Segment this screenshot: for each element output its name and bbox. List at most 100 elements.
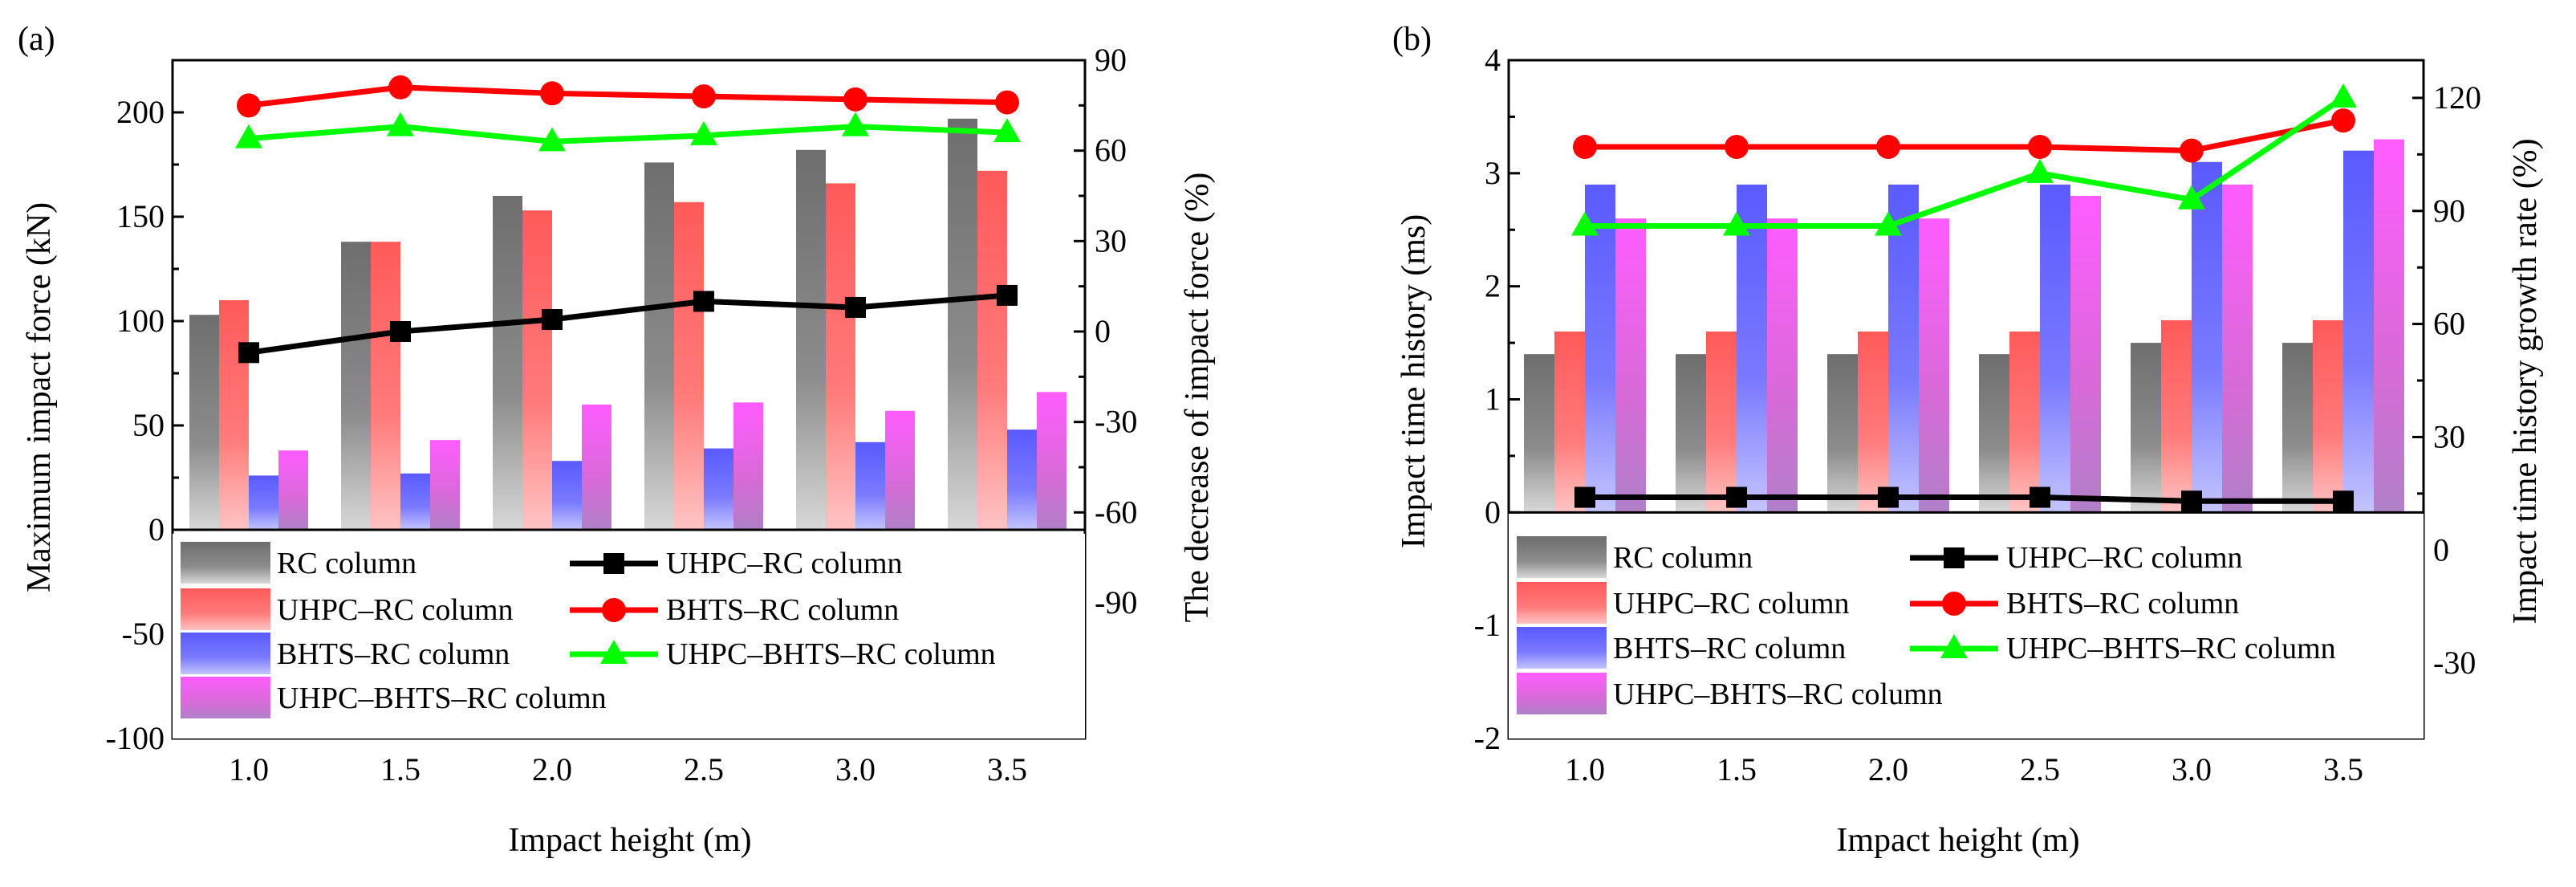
x-tick-label: 2.5 xyxy=(2020,751,2060,787)
legend-entry: UHPC–BHTS–RC column xyxy=(1910,632,2336,665)
legend-swatch xyxy=(181,542,270,584)
bar xyxy=(430,440,460,530)
y2-tick-label: 30 xyxy=(2433,418,2465,454)
legend-marker xyxy=(603,553,624,574)
bar xyxy=(2070,196,2101,513)
legend-marker xyxy=(602,598,626,622)
bar xyxy=(2313,319,2343,513)
data-point xyxy=(1876,134,1900,159)
bar xyxy=(1037,392,1067,530)
bar xyxy=(977,170,1007,531)
legend-entry: BHTS–RC column xyxy=(1517,627,1846,669)
data-point xyxy=(1574,486,1595,508)
data-point xyxy=(995,90,1019,115)
bar xyxy=(219,300,249,530)
data-point xyxy=(387,112,414,136)
bar xyxy=(1919,218,1949,513)
y-axis-title: Maximum impact force (kN) xyxy=(21,202,58,592)
bar xyxy=(855,441,885,530)
legend-entry: RC column xyxy=(181,542,416,584)
bar xyxy=(948,118,977,531)
bar xyxy=(1554,332,1585,513)
data-point xyxy=(993,118,1021,143)
y-tick-label: -2 xyxy=(1474,720,1501,756)
legend-label: UHPC–RC column xyxy=(2006,541,2243,575)
bar xyxy=(341,242,371,530)
legend: RC column UHPC–RC column BHTS–RC column UHP… xyxy=(173,534,1085,738)
data-point xyxy=(842,112,869,136)
x-tick-label: 1.0 xyxy=(229,751,269,787)
legend-label: UHPC–RC column xyxy=(277,593,514,627)
y-tick-label: -1 xyxy=(1474,607,1501,643)
y-tick-label: 100 xyxy=(116,303,165,339)
legend-label: BHTS–RC column xyxy=(2006,587,2239,620)
bar xyxy=(522,210,552,530)
data-point xyxy=(1723,211,1750,236)
data-point xyxy=(2180,138,2204,163)
y2-tick-label: 90 xyxy=(1095,42,1127,78)
bar xyxy=(2009,332,2040,513)
legend-swatch xyxy=(181,633,270,674)
panel-label: (b) xyxy=(1392,21,1432,58)
panel-b: (b) -2 -1 0 1 2 3 4 -30 0 30 60 90 120 1.0 1.5 2.0 2.5 3.… xyxy=(1392,21,2544,859)
y-tick-label: 1 xyxy=(1485,381,1501,417)
bar xyxy=(1007,429,1037,530)
bar xyxy=(2343,150,2374,513)
line-layer xyxy=(235,75,1021,364)
bar xyxy=(796,149,826,531)
legend-marker xyxy=(1940,634,1968,658)
legend-entry: UHPC–RC column xyxy=(570,547,903,580)
bar xyxy=(1827,354,1858,513)
data-point xyxy=(542,308,563,330)
data-point xyxy=(2333,490,2354,512)
y2-axis-title: The decrease of impact force (%) xyxy=(1179,173,1216,623)
y-tick-label: 0 xyxy=(1485,494,1501,530)
bar xyxy=(1585,184,1615,513)
legend-entry: UHPC–BHTS–RC column xyxy=(570,637,996,671)
legend-entry: BHTS–RC column xyxy=(570,593,899,627)
data-point xyxy=(1725,134,1749,159)
bar xyxy=(1737,184,1767,513)
legend-swatch xyxy=(1517,536,1607,578)
x-tick-label: 2.5 xyxy=(684,751,724,787)
panel-a: (a) -100 -50 0 50 100 150 200 -90 -60 -30 0 30 60 90 1… xyxy=(18,21,1216,859)
data-point xyxy=(1571,211,1599,236)
bar xyxy=(1706,332,1737,513)
bar xyxy=(2192,161,2222,513)
y-tick-label: -100 xyxy=(106,720,165,756)
bar xyxy=(1767,218,1798,513)
bar xyxy=(733,402,763,530)
series-line xyxy=(248,84,1008,108)
bar xyxy=(1615,218,1646,513)
x-tick-label: 2.0 xyxy=(1868,751,1908,787)
data-point xyxy=(2030,486,2050,508)
bar xyxy=(644,162,674,530)
data-point xyxy=(1573,134,1597,159)
bar xyxy=(493,196,522,530)
data-point xyxy=(1878,486,1899,508)
y-tick-label: 3 xyxy=(1485,155,1501,191)
x-tick-label: 1.5 xyxy=(380,751,421,787)
line-layer xyxy=(1571,83,2357,512)
x-tick-label: 3.0 xyxy=(835,751,876,787)
legend-swatch xyxy=(1517,582,1607,624)
legend-entry: BHTS–RC column xyxy=(181,633,510,674)
data-point xyxy=(845,296,866,318)
series-line xyxy=(248,292,1008,356)
y2-tick-label: 90 xyxy=(2433,193,2465,229)
y-axis-title: Impact time history (ms) xyxy=(1396,214,1432,548)
x-axis-title: Impact height (m) xyxy=(508,822,751,859)
bar xyxy=(2282,343,2313,513)
bar xyxy=(704,448,733,530)
data-point xyxy=(1875,211,1902,236)
bar xyxy=(582,405,611,530)
y2-tick-label: 60 xyxy=(2433,306,2465,342)
y-tick-label: 50 xyxy=(132,407,165,443)
bar xyxy=(2040,184,2070,513)
legend-swatch xyxy=(181,588,270,630)
legend: RC column UHPC–RC column BHTS–RC column UHP… xyxy=(1509,514,2424,738)
data-point xyxy=(238,342,259,364)
bar xyxy=(1676,354,1706,513)
bar xyxy=(1979,354,2009,513)
axes-layer: -100 -50 0 50 100 150 200 -90 -60 -30 0 30 60 90 1.0 1.… xyxy=(106,42,1138,787)
